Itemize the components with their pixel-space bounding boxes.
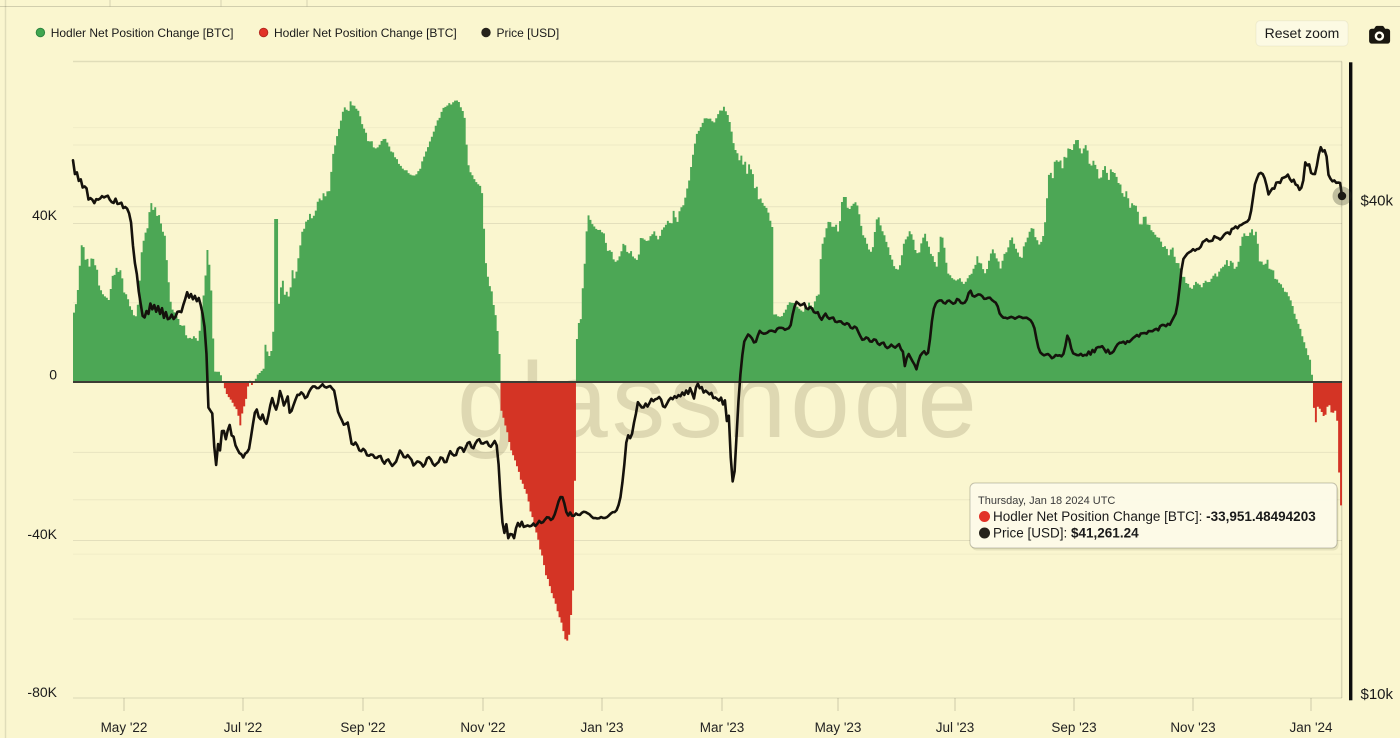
svg-text:Jul '22: Jul '22 <box>224 720 263 735</box>
svg-text:Price [USD]: $41,261.24: Price [USD]: $41,261.24 <box>993 526 1139 541</box>
svg-text:Jan '24: Jan '24 <box>1289 720 1333 735</box>
svg-text:Hodler Net Position Change [BT: Hodler Net Position Change [BTC] <box>51 26 234 40</box>
svg-text:May '22: May '22 <box>101 720 148 735</box>
svg-text:Hodler Net Position Change [BT: Hodler Net Position Change [BTC]: -33,95… <box>993 509 1316 524</box>
svg-text:May '23: May '23 <box>815 720 862 735</box>
svg-text:Mar '23: Mar '23 <box>700 720 745 735</box>
svg-text:Price [USD]: Price [USD] <box>497 26 560 40</box>
svg-text:-40K: -40K <box>27 526 57 542</box>
svg-text:Hodler Net Position Change [BT: Hodler Net Position Change [BTC] <box>274 26 457 40</box>
svg-text:Nov '23: Nov '23 <box>1170 720 1215 735</box>
svg-text:40K: 40K <box>32 207 58 223</box>
svg-text:Sep '23: Sep '23 <box>1051 720 1096 735</box>
svg-text:Jan '23: Jan '23 <box>580 720 623 735</box>
svg-text:Nov '22: Nov '22 <box>460 720 505 735</box>
svg-text:$10k: $10k <box>1361 686 1394 703</box>
svg-text:Sep '22: Sep '22 <box>340 720 385 735</box>
svg-text:0: 0 <box>49 367 57 383</box>
svg-text:-80K: -80K <box>27 684 57 700</box>
svg-text:Jul '23: Jul '23 <box>936 720 975 735</box>
svg-text:Reset zoom: Reset zoom <box>1265 25 1340 41</box>
svg-text:$40k: $40k <box>1361 193 1394 210</box>
svg-text:Thursday, Jan 18 2024 UTC: Thursday, Jan 18 2024 UTC <box>978 495 1115 507</box>
